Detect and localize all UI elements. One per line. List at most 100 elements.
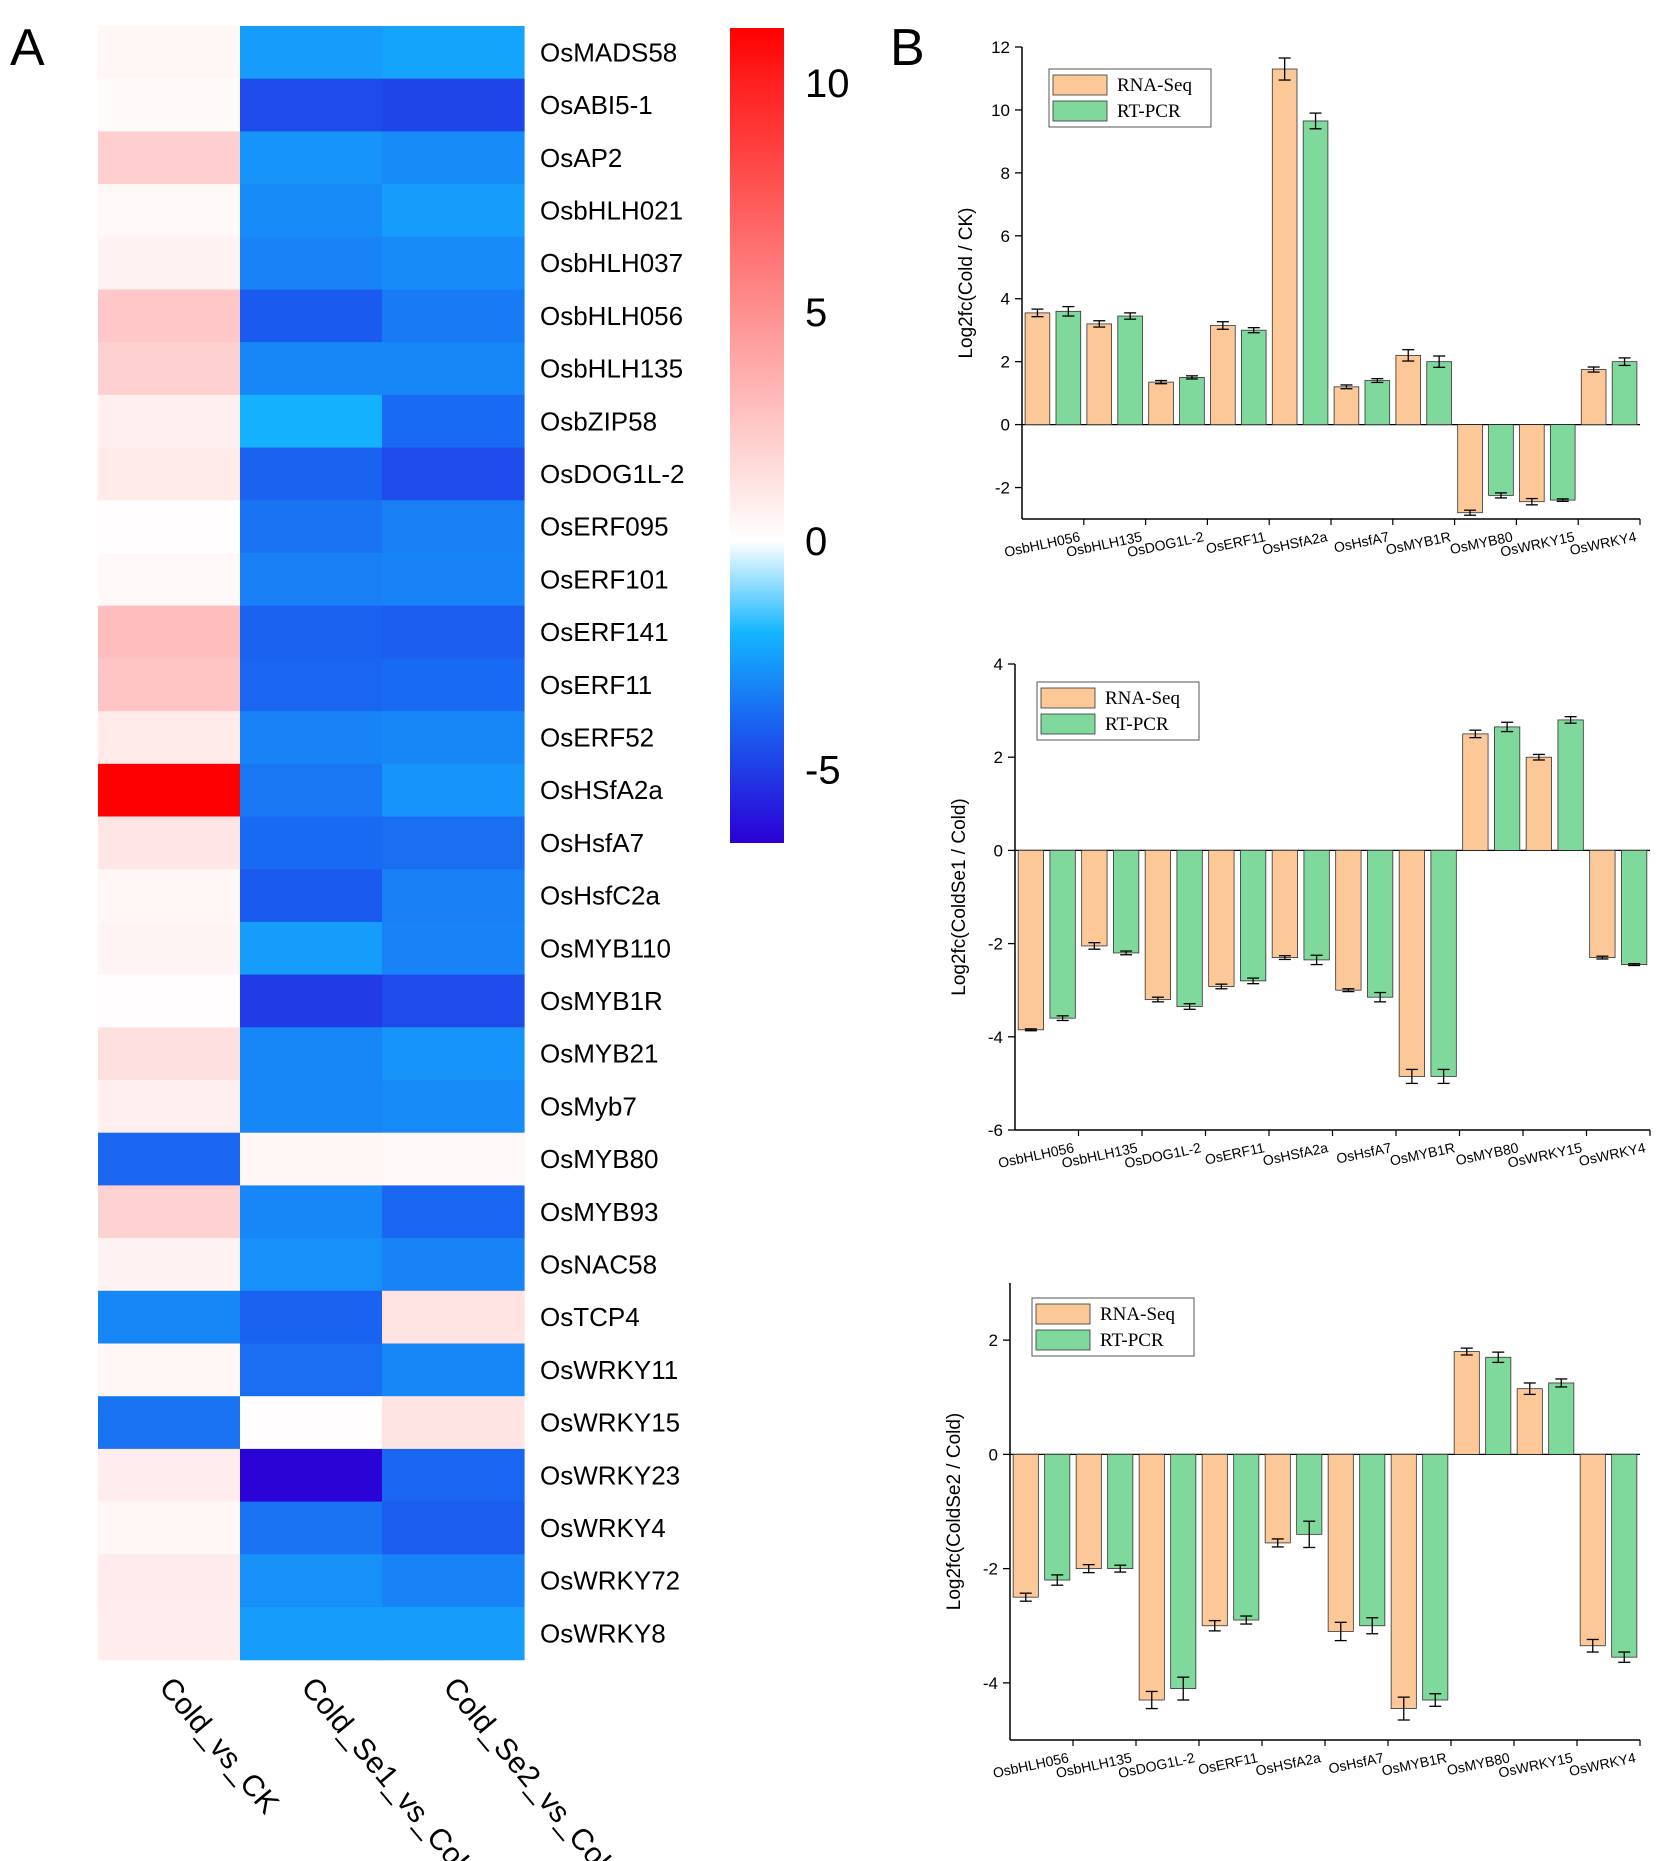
bar-rna-seq	[1024, 312, 1051, 426]
column-label: Cold_Se2_vs_Cold	[437, 1671, 627, 1861]
heatmap-cell	[240, 289, 383, 343]
heatmap-cell	[382, 184, 525, 238]
bar-rt-pcr	[1240, 850, 1267, 982]
bar-rt-pcr	[1367, 850, 1394, 998]
row-label: OsbHLH021	[540, 195, 683, 225]
bar-rna-seq	[1271, 850, 1298, 958]
y-tick-label: -2	[995, 479, 1010, 498]
heatmap-cell	[382, 1554, 525, 1608]
heatmap-cell	[240, 26, 383, 80]
bar-rna-seq	[1264, 1453, 1291, 1544]
heatmap-cell	[98, 1554, 241, 1608]
bar-rna-seq	[1525, 756, 1552, 851]
legend-label-rt-pcr: RT-PCR	[1117, 101, 1181, 122]
heatmap-cell	[382, 1132, 525, 1186]
y-axis-label: Log2fc(Cold / CK)	[956, 207, 977, 358]
row-label: OsTCP4	[540, 1302, 640, 1332]
bar-rna-seq	[1589, 850, 1616, 958]
bar-rna-seq	[1148, 381, 1174, 425]
heatmap-cell	[98, 342, 241, 396]
row-label: OsDOG1L-2	[540, 459, 685, 489]
bar-rna-seq	[1201, 1453, 1228, 1627]
heatmap-cell	[382, 1290, 525, 1345]
legend-swatch-rt-pcr	[1040, 713, 1096, 735]
heatmap-cell	[98, 1343, 241, 1397]
y-tick-label: -2	[988, 935, 1003, 954]
heatmap: OsMADS58 OsABI5-1 OsAP2 OsbHLH021 OsbHLH037 O…	[98, 26, 685, 1861]
y-tick-label: 4	[994, 655, 1003, 674]
heatmap-cell	[98, 26, 241, 80]
heatmap-cell	[98, 605, 241, 659]
row-label: OsbZIP58	[540, 406, 657, 436]
y-axis-label: Log2fc(ColdSe2 / Cold)	[944, 1413, 965, 1611]
row-label: OsWRKY11	[540, 1355, 678, 1385]
legend-label-rna-seq: RNA-Seq	[1117, 75, 1192, 96]
heatmap-cell	[98, 394, 241, 449]
heatmap-cell	[382, 921, 525, 976]
row-label: OsERF52	[540, 722, 654, 752]
row-label: OsNAC58	[540, 1249, 657, 1279]
heatmap-cell	[98, 1396, 241, 1450]
y-tick-label: 0	[994, 841, 1003, 860]
legend-label-rna-seq: RNA-Seq	[1100, 1304, 1175, 1325]
heatmap-cell	[382, 1238, 525, 1292]
panel-b-label: B	[890, 19, 925, 77]
bar-rt-pcr	[1113, 850, 1140, 954]
bar-rt-pcr	[1494, 726, 1521, 851]
colorbar-tick-label: 10	[805, 62, 850, 106]
heatmap-cell	[240, 394, 383, 449]
heatmap-cell	[240, 1554, 383, 1608]
x-category-label: OsWRKY4	[1568, 1749, 1638, 1779]
heatmap-cell	[240, 1027, 383, 1081]
bar-rna-seq	[1335, 850, 1362, 991]
row-label: OsWRKY4	[540, 1513, 666, 1543]
heatmap-cell	[240, 78, 383, 132]
heatmap-cell	[240, 1501, 383, 1555]
colorbar-tick-label: 5	[805, 291, 827, 335]
y-tick-label: -6	[988, 1121, 1003, 1140]
heatmap-cell	[382, 289, 525, 343]
y-tick-label: 0	[989, 1445, 998, 1464]
heatmap-cell	[98, 869, 241, 923]
heatmap-cell	[98, 553, 241, 607]
heatmap-cell	[240, 1448, 383, 1503]
bar-rna-seq	[1017, 850, 1044, 1031]
bar-rna-seq	[1457, 424, 1483, 514]
heatmap-cell	[382, 394, 525, 449]
colorbar: 10 5 0 -5	[730, 28, 850, 843]
row-label: OsERF095	[540, 512, 669, 542]
heatmap-cell	[98, 500, 241, 554]
heatmap-cell	[240, 1185, 383, 1239]
y-tick-label: 2	[994, 748, 1003, 767]
heatmap-cell	[382, 869, 525, 923]
bar-rt-pcr	[1240, 329, 1267, 426]
y-tick-label: 12	[991, 38, 1010, 57]
heatmap-cell	[98, 763, 241, 818]
heatmap-cell	[382, 1396, 525, 1450]
row-label: OsHsfC2a	[540, 881, 660, 911]
bar-rt-pcr	[1049, 850, 1076, 1019]
heatmap-cell	[382, 553, 525, 607]
x-category-label: OsERF11	[1204, 528, 1267, 556]
bar-rna-seq	[1081, 850, 1108, 947]
heatmap-cell	[382, 1027, 525, 1081]
row-label: OsbHLH037	[540, 248, 683, 278]
bar-rna-seq	[1398, 850, 1425, 1077]
bar-rna-seq	[1516, 1388, 1543, 1455]
heatmap-cell	[240, 658, 383, 712]
heatmap-cell	[240, 131, 383, 185]
colorbar-gradient	[730, 28, 784, 843]
heatmap-cell	[382, 342, 525, 396]
bar-rna-seq	[1144, 850, 1171, 1000]
bar-rna-seq	[1208, 850, 1235, 987]
legend-swatch-rna-seq	[1052, 74, 1108, 96]
legend-label-rt-pcr: RT-PCR	[1100, 1330, 1164, 1351]
row-label: OsMYB93	[540, 1197, 659, 1227]
heatmap-cell	[240, 1396, 383, 1450]
bar-rna-seq	[1453, 1351, 1480, 1455]
heatmap-cell	[240, 816, 383, 870]
heatmap-cell	[98, 1238, 241, 1292]
legend-label-rna-seq: RNA-Seq	[1105, 688, 1180, 709]
heatmap-cell	[98, 711, 241, 765]
heatmap-cell	[382, 447, 525, 501]
